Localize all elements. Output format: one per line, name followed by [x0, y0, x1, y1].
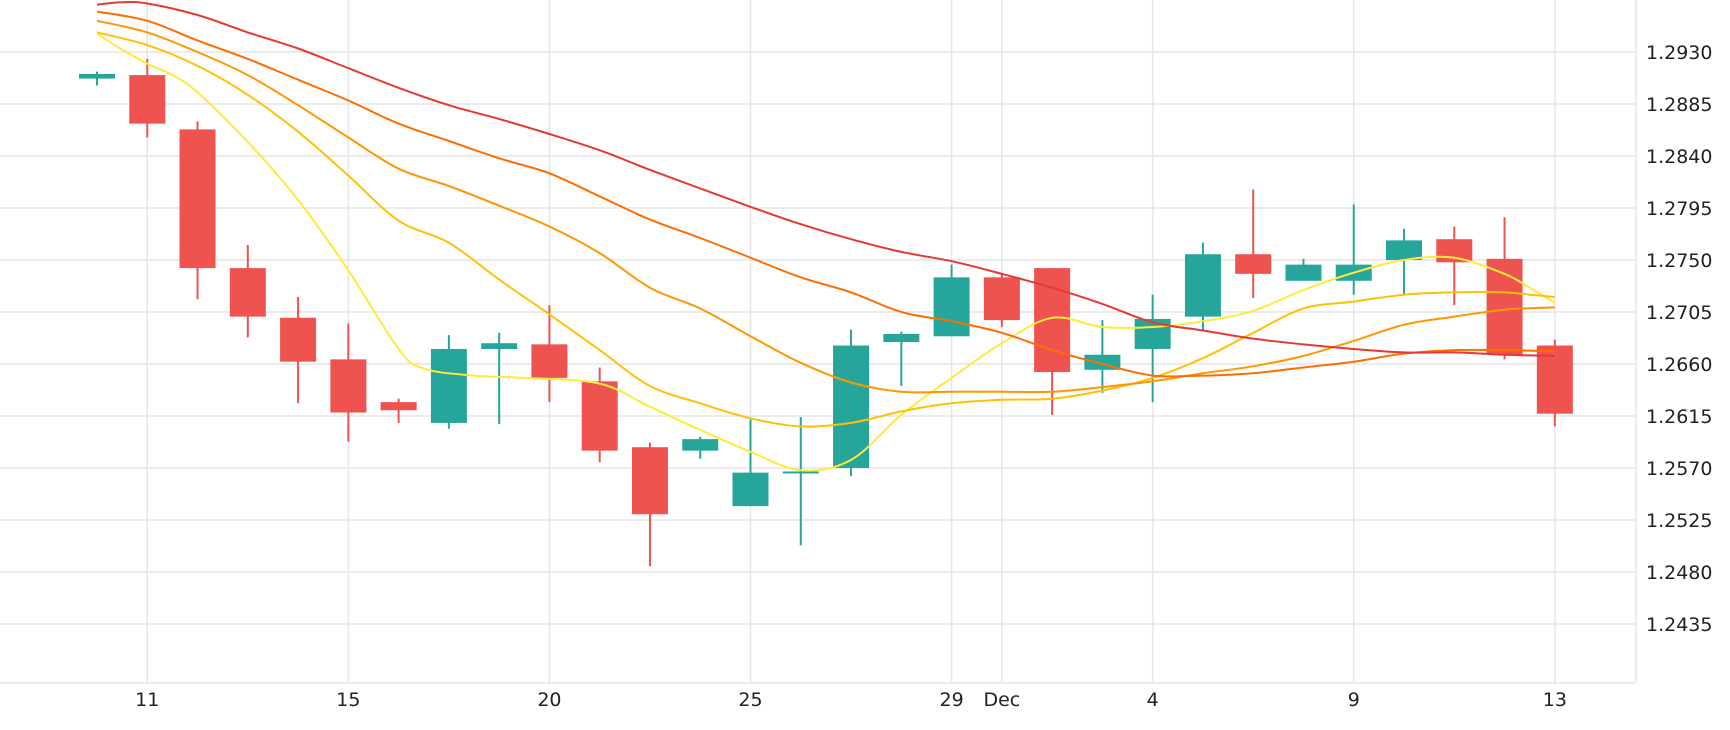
candle-body [732, 472, 769, 507]
moving-average-line [96, 31, 1555, 428]
moving-average-lines [96, 1, 1556, 472]
y-tick-label: 1.2435 [1646, 614, 1712, 636]
x-tick-label: Dec [983, 689, 1020, 711]
x-tick-label: 20 [537, 689, 561, 711]
x-tick-label: 9 [1348, 689, 1360, 711]
candle-body [1536, 345, 1573, 414]
moving-average-line [96, 1, 1555, 357]
candle-body [229, 268, 266, 317]
moving-average-line [96, 19, 1555, 394]
y-tick-label: 1.2840 [1646, 146, 1712, 168]
y-tick-label: 1.2660 [1646, 354, 1712, 376]
y-tick-label: 1.2615 [1646, 406, 1712, 428]
x-axis-labels: 11 15 20 25 29 Dec 4 9 13 [135, 689, 1567, 711]
candle-body [682, 439, 719, 451]
candle-body [179, 129, 216, 269]
candle-body [129, 75, 166, 124]
candle-body [1034, 268, 1071, 373]
candle-body [280, 317, 317, 362]
y-tick-label: 1.2930 [1646, 42, 1712, 64]
x-tick-label: 25 [738, 689, 762, 711]
y-axis-labels: 1.2435 1.2480 1.2525 1.2570 1.2615 1.2660 1.27… [1646, 42, 1712, 636]
candle-body [833, 345, 870, 468]
horizontal-gridlines [0, 51, 1636, 625]
x-tick-label: 11 [135, 689, 159, 711]
candle-body [581, 381, 618, 451]
x-tick-label: 15 [336, 689, 360, 711]
candle-body [1285, 264, 1322, 281]
y-tick-label: 1.2750 [1646, 250, 1712, 272]
candle-body [1386, 240, 1423, 260]
candles [79, 58, 1573, 567]
moving-average-line [96, 10, 1555, 378]
y-tick-label: 1.2480 [1646, 562, 1712, 584]
y-tick-label: 1.2525 [1646, 510, 1712, 532]
candle-body [430, 348, 467, 423]
candle-body [531, 344, 568, 378]
x-tick-label: 4 [1147, 689, 1159, 711]
candle-body [631, 447, 668, 515]
candle-body [1436, 239, 1473, 263]
candle-body [1184, 254, 1221, 317]
y-tick-label: 1.2885 [1646, 94, 1712, 116]
candle-body [933, 277, 970, 337]
candle-body [1235, 254, 1272, 274]
candle-body [983, 277, 1020, 321]
y-tick-label: 1.2795 [1646, 198, 1712, 220]
candle-body [79, 73, 115, 79]
candle-body [883, 333, 920, 343]
y-tick-label: 1.2705 [1646, 302, 1712, 324]
y-tick-label: 1.2570 [1646, 458, 1712, 480]
candle-body [380, 402, 417, 411]
candle-body [1134, 318, 1171, 349]
candle-body [330, 359, 367, 413]
candle-body [481, 343, 518, 349]
x-tick-label: 13 [1543, 689, 1567, 711]
x-tick-label: 29 [939, 689, 963, 711]
moving-average-line [96, 32, 1556, 472]
candle-body [782, 471, 819, 474]
